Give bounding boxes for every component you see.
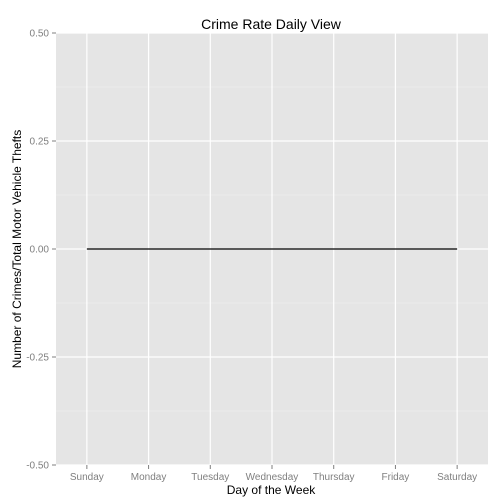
x-tick-label: Wednesday	[246, 472, 299, 483]
x-tick-label: Monday	[131, 472, 167, 483]
y-axis-title: Number of Crimes/Total Motor Vehicle The…	[10, 130, 24, 369]
x-axis: Sunday Monday Tuesday Wednesday Thursday Frid…	[70, 465, 477, 483]
x-tick-label: Thursday	[313, 472, 355, 483]
chart-title: Crime Rate Daily View	[201, 16, 342, 32]
y-axis: -0.50 -0.25 0.00 0.25 0.50	[26, 29, 56, 472]
x-tick-label: Sunday	[70, 472, 104, 483]
x-tick-label: Saturday	[437, 472, 477, 483]
x-tick-label: Friday	[382, 472, 410, 483]
y-tick-label: 0.00	[30, 245, 50, 256]
y-tick-label: 0.25	[30, 137, 50, 148]
y-tick-label: -0.25	[26, 353, 49, 364]
x-axis-title: Day of the Week	[227, 483, 316, 497]
y-tick-label: -0.50	[26, 461, 49, 472]
x-tick-label: Tuesday	[191, 472, 229, 483]
y-tick-label: 0.50	[30, 29, 50, 40]
